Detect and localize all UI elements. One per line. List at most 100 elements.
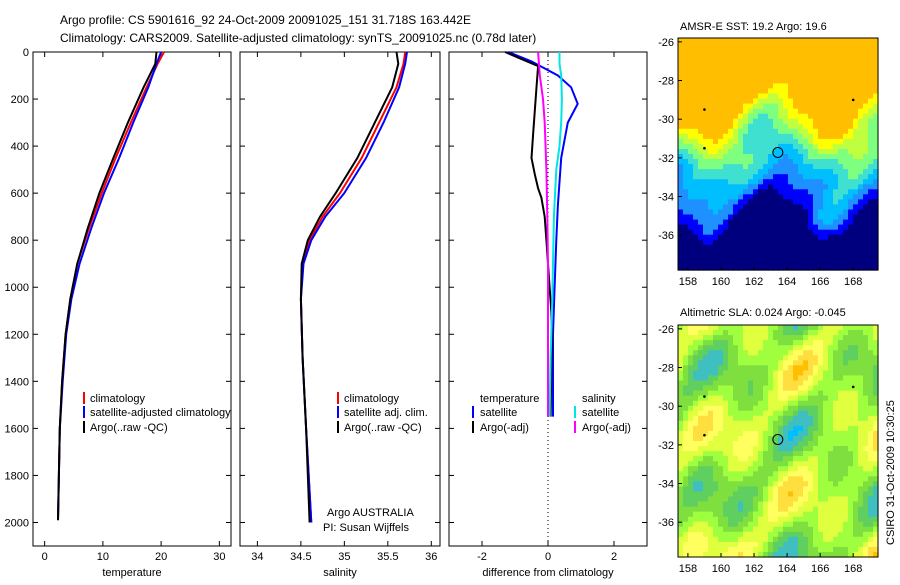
map-cell (758, 496, 764, 503)
map-cell (703, 239, 709, 246)
map-cell (728, 234, 734, 241)
map-cell (828, 365, 834, 371)
map-cell (728, 254, 734, 261)
map-cell (813, 259, 819, 266)
map-cell (708, 451, 714, 457)
map-cell (798, 108, 804, 115)
map-cell (848, 128, 854, 135)
map-cell (708, 108, 714, 115)
map-cell (848, 546, 854, 553)
map-cell (698, 68, 704, 74)
map-cell (743, 209, 749, 216)
map-cell (833, 244, 839, 251)
map-cell (698, 441, 704, 447)
legend-label: satellite-adjusted climatology (90, 407, 231, 419)
map-cell (838, 118, 844, 125)
map-cell (783, 229, 789, 236)
map-cell (738, 395, 744, 402)
map-cell (823, 390, 829, 397)
map-cell (688, 425, 694, 432)
map-cell (813, 481, 819, 487)
map-cell (748, 98, 754, 105)
map-cell (833, 38, 839, 44)
map-cell (803, 154, 809, 160)
map-cell (713, 546, 719, 553)
map-cell (683, 385, 689, 392)
map-cell (758, 68, 764, 74)
map-cell (793, 68, 799, 74)
map-cell (723, 466, 729, 472)
map-cell (778, 345, 784, 351)
map-cell (733, 244, 739, 251)
map-cell (718, 521, 724, 528)
map-cell (843, 118, 849, 125)
map-cell (848, 496, 854, 503)
map-cell (783, 128, 789, 135)
map-cell (853, 174, 859, 180)
map-cell (738, 385, 744, 392)
map-cell (708, 345, 714, 351)
map-cell (778, 350, 784, 356)
map-cell (698, 63, 704, 69)
map-cell (873, 501, 879, 508)
map-cell (823, 214, 829, 221)
map-cell (828, 536, 834, 543)
map-cell (698, 360, 704, 366)
map-cell (698, 204, 704, 211)
map-cell (693, 149, 699, 155)
map-cell (758, 466, 764, 472)
map-cell (763, 350, 769, 356)
map-cell (833, 189, 839, 195)
map-cell (838, 526, 844, 533)
map-cell (778, 189, 784, 195)
map-cell (728, 390, 734, 397)
map-cell (768, 108, 774, 115)
map-cell (793, 415, 799, 422)
map-cell (728, 128, 734, 135)
map-cell (738, 103, 744, 110)
map-cell (853, 249, 859, 256)
map-cell (858, 194, 864, 200)
map-cell (688, 154, 694, 160)
map-cell (733, 83, 739, 90)
map-cell (758, 113, 764, 120)
map-cell (813, 546, 819, 553)
map-cell (803, 259, 809, 266)
map-cell (718, 491, 724, 498)
map-cell (803, 511, 809, 518)
map-cell (753, 154, 759, 160)
map-cell (823, 425, 829, 432)
map-cell (738, 546, 744, 553)
map-cell (733, 436, 739, 442)
map-cell (708, 174, 714, 180)
map-cell (828, 415, 834, 422)
map-cell (708, 113, 714, 120)
map-cell (698, 325, 704, 331)
map-cell (848, 199, 854, 206)
map-cell (783, 254, 789, 261)
map-cell (733, 390, 739, 397)
map-cell (793, 108, 799, 115)
map-cell (713, 138, 719, 145)
map-cell (758, 511, 764, 518)
map-cell (843, 380, 849, 387)
map-cell (803, 355, 809, 361)
map-cell (818, 405, 824, 412)
map-cell (693, 400, 699, 407)
map-cell (748, 345, 754, 351)
map-cell (748, 123, 754, 130)
map-cell (798, 511, 804, 518)
map-cell (818, 481, 824, 487)
map-cell (833, 531, 839, 538)
map-cell (733, 128, 739, 135)
map-cell (773, 199, 779, 206)
map-cell (858, 53, 864, 59)
map-cell (818, 108, 824, 115)
map-cell (698, 541, 704, 548)
map-cell (683, 456, 689, 462)
map-cell (713, 214, 719, 221)
map-cell (793, 259, 799, 266)
map-cell (723, 385, 729, 392)
map-cell (728, 410, 734, 417)
map-cell (743, 521, 749, 528)
